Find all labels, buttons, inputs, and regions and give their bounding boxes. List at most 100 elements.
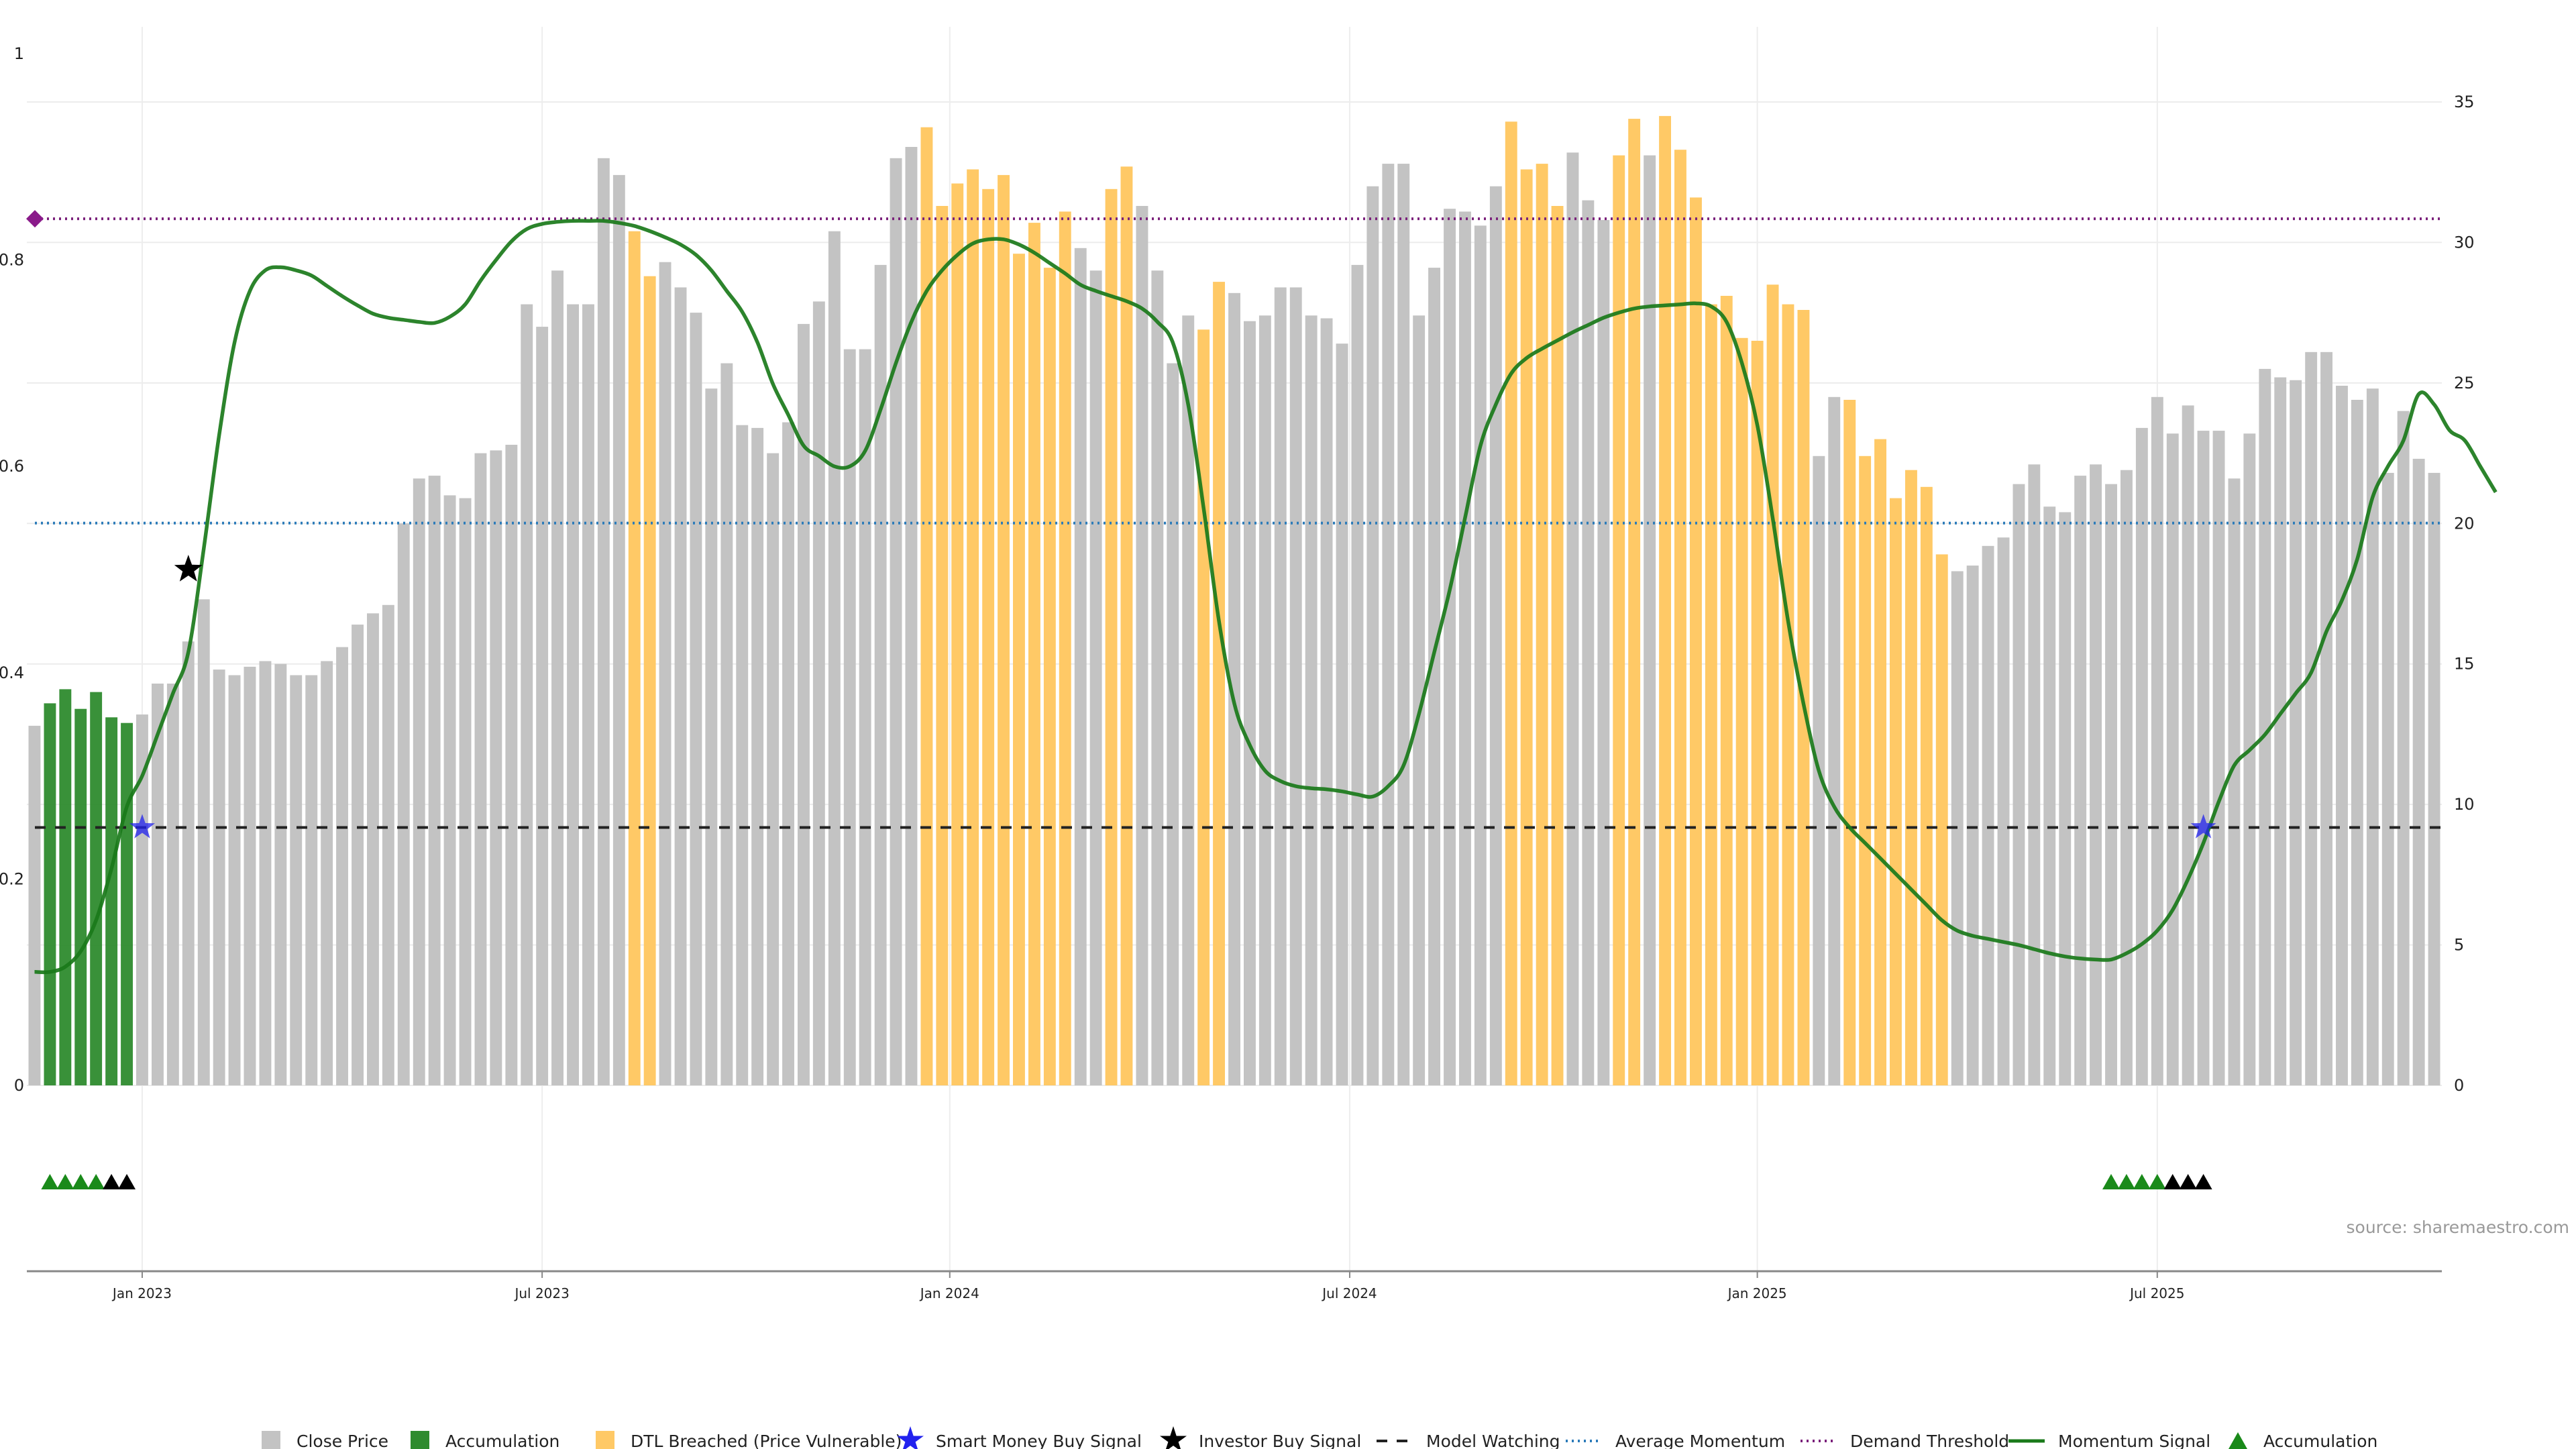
y-right-tick-label: 15 <box>2454 655 2475 674</box>
price-bar <box>859 349 871 1085</box>
price-bar <box>2151 396 2163 1085</box>
price-bar <box>197 599 210 1085</box>
price-bar <box>443 495 456 1085</box>
price-bar <box>2366 388 2379 1086</box>
legend-label: Close Price <box>297 1432 388 1449</box>
accumulation-triangle <box>72 1174 90 1189</box>
price-bar <box>521 304 533 1086</box>
price-bar <box>1982 545 1994 1085</box>
price-bar <box>2012 484 2025 1085</box>
accumulation-triangle <box>2179 1174 2197 1189</box>
price-bar <box>2290 380 2302 1086</box>
price-bar <box>1397 164 1410 1086</box>
price-bar <box>2351 400 2363 1085</box>
axis-layer: Jan 2023 Jul 2023 Jan 2024 Jul 2024 Jan 2025… <box>0 44 2475 1301</box>
legend-item: DTL Breached (Price Vulnerable) <box>596 1431 902 1449</box>
price-bar <box>505 445 518 1085</box>
price-bar <box>936 206 949 1085</box>
price-bar <box>982 189 995 1085</box>
accumulation-triangle <box>2163 1174 2182 1189</box>
legend-item: Model Watching <box>1377 1432 1560 1449</box>
momentum-signal-line <box>34 219 2498 975</box>
price-bar <box>812 301 825 1085</box>
price-bar <box>1336 343 1348 1086</box>
price-bar <box>2397 411 2410 1085</box>
price-bar <box>1182 315 1195 1085</box>
price-bar <box>1167 363 1179 1085</box>
price-bar <box>413 478 425 1085</box>
price-bar <box>1597 219 1610 1085</box>
legend-label: Smart Money Buy Signal <box>936 1432 1142 1449</box>
x-tick-label: Jan 2025 <box>1727 1285 1787 1301</box>
accumulation-triangle <box>2148 1174 2166 1189</box>
price-bar <box>352 625 364 1085</box>
price-bar <box>474 453 487 1085</box>
price-bar <box>1382 164 1395 1086</box>
y-right-tick-label: 25 <box>2454 374 2475 392</box>
price-bar <box>1720 296 1733 1085</box>
price-bar <box>1428 268 1440 1086</box>
price-bar <box>612 174 625 1085</box>
smart-money-buy-signal-star <box>2190 814 2216 839</box>
price-bar <box>59 689 72 1085</box>
price-bar <box>1690 197 1702 1085</box>
legend-item: Accumulation <box>2229 1432 2377 1449</box>
price-bar <box>2243 433 2256 1085</box>
price-bar <box>905 147 918 1085</box>
price-bar <box>2381 472 2394 1085</box>
price-bar <box>643 276 656 1086</box>
price-bar <box>1935 554 1948 1085</box>
y-right-tick-label: 10 <box>2454 795 2475 814</box>
price-bar <box>659 262 672 1086</box>
price-bar <box>1613 155 1625 1086</box>
x-tick-label: Jul 2023 <box>513 1285 569 1301</box>
y-left-tick-label: 0.8 <box>0 251 24 270</box>
price-bar <box>305 675 318 1085</box>
price-bar <box>2182 405 2194 1085</box>
price-bar <box>890 158 902 1085</box>
price-bar <box>843 349 856 1085</box>
price-bar <box>1351 264 1364 1085</box>
price-bar <box>1859 455 1872 1085</box>
price-bar <box>2135 427 2148 1085</box>
accumulation-triangle <box>103 1174 121 1189</box>
price-bar <box>244 666 256 1085</box>
bar-layer <box>28 115 2440 1086</box>
legend-label: Model Watching <box>1426 1432 1560 1449</box>
price-bar <box>536 327 549 1086</box>
price-bar <box>2166 433 2179 1085</box>
price-bar <box>1890 498 1902 1085</box>
price-bar <box>274 663 287 1085</box>
price-bar <box>28 725 41 1085</box>
price-bar <box>182 641 195 1085</box>
price-bar <box>2105 484 2117 1085</box>
legend-label: DTL Breached (Price Vulnerable) <box>631 1432 902 1449</box>
y-left-tick-label: 0.4 <box>0 663 24 682</box>
price-bar <box>628 231 641 1086</box>
price-bar <box>1843 400 1856 1085</box>
legend-label: Average Momentum <box>1615 1432 1785 1449</box>
y-left-tick-label: 0.6 <box>0 457 24 476</box>
price-bar <box>121 722 133 1085</box>
accumulation-triangle <box>41 1174 59 1189</box>
price-bar <box>1644 155 1656 1086</box>
price-bar <box>798 323 810 1085</box>
price-bar <box>321 661 333 1085</box>
price-bar <box>1289 287 1302 1085</box>
y-left-tick-label: 1 <box>14 44 24 63</box>
price-bar <box>2059 512 2072 1085</box>
price-bar <box>751 427 764 1085</box>
accumulation-triangle <box>2117 1174 2135 1189</box>
legend-triangle-icon <box>2229 1432 2247 1449</box>
price-bar <box>259 661 272 1085</box>
accumulation-triangle <box>2133 1174 2151 1189</box>
smart-money-buy-signal-star <box>129 814 155 839</box>
price-bar <box>1274 287 1287 1085</box>
price-bar <box>1074 248 1087 1085</box>
legend-label: Momentum Signal <box>2058 1432 2210 1449</box>
price-bar <box>2305 352 2318 1085</box>
price-bar <box>1244 321 1256 1086</box>
y-left-tick-label: 0 <box>14 1076 24 1095</box>
price-bar <box>1105 189 1118 1085</box>
legend-swatch <box>262 1431 280 1449</box>
